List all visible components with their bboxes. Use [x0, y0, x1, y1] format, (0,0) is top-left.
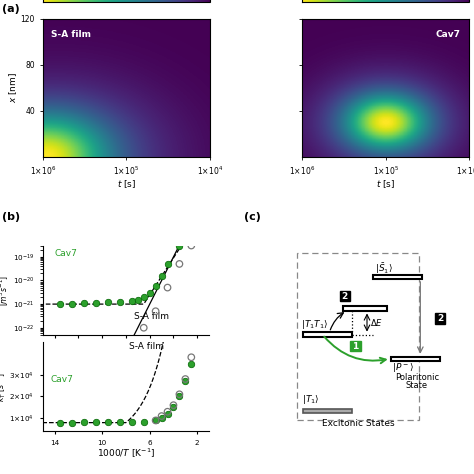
Bar [303, 409, 352, 413]
Text: Excitonic States: Excitonic States [322, 419, 394, 428]
Point [170, 401, 177, 409]
Point [176, 392, 183, 400]
Point [152, 417, 159, 424]
Text: (b): (b) [2, 212, 20, 222]
Point [81, 419, 88, 426]
Text: 2: 2 [342, 292, 348, 301]
Point [134, 296, 142, 304]
Point [146, 289, 154, 297]
Point [182, 375, 189, 383]
Point [158, 273, 165, 280]
Point [69, 419, 76, 427]
Text: S-A film: S-A film [51, 30, 91, 39]
Text: Cav7: Cav7 [51, 375, 74, 384]
Point [128, 298, 136, 305]
Point [188, 229, 195, 237]
Point [188, 242, 195, 249]
Point [69, 301, 76, 308]
Point [164, 410, 171, 418]
Text: $|T_1\rangle$: $|T_1\rangle$ [302, 393, 320, 406]
Text: S-A film: S-A film [134, 312, 169, 321]
Bar [373, 275, 422, 279]
Point [128, 418, 136, 426]
Point [176, 260, 183, 268]
Point [81, 300, 88, 307]
Bar [350, 341, 361, 351]
Point [188, 354, 195, 361]
X-axis label: $t$ [s]: $t$ [s] [376, 178, 395, 190]
Point [176, 391, 183, 398]
Text: State: State [406, 381, 428, 390]
Bar [340, 291, 349, 301]
Text: $|T_1T_1\rangle$: $|T_1T_1\rangle$ [301, 318, 328, 331]
Point [164, 408, 171, 416]
Point [140, 324, 147, 331]
Point [152, 417, 159, 424]
Point [116, 299, 124, 306]
Text: $\Delta E$: $\Delta E$ [370, 317, 383, 328]
Point [152, 282, 159, 290]
X-axis label: $t$ [s]: $t$ [s] [117, 178, 136, 190]
Point [57, 419, 64, 427]
Point [182, 377, 189, 385]
Text: Cav7: Cav7 [436, 30, 461, 39]
Point [176, 242, 183, 249]
Point [158, 412, 165, 420]
Text: 1: 1 [352, 342, 359, 351]
Point [170, 403, 177, 411]
Bar [391, 356, 439, 361]
Point [140, 418, 147, 425]
Text: S-A film: S-A film [129, 342, 164, 351]
Point [152, 308, 159, 315]
Y-axis label: $\gamma_{TTA}$
[$m^3s^{-1}$]: $\gamma_{TTA}$ [$m^3s^{-1}$] [0, 274, 11, 306]
Point [104, 418, 112, 426]
Point [164, 260, 171, 268]
Point [164, 284, 171, 292]
Text: $|\bar{S}_1\rangle$: $|\bar{S}_1\rangle$ [375, 261, 392, 276]
Text: Polaritonic: Polaritonic [395, 373, 439, 382]
Text: (a): (a) [2, 4, 20, 14]
Text: 2: 2 [437, 314, 443, 323]
Point [140, 293, 147, 301]
Text: $|P^-\rangle$: $|P^-\rangle$ [392, 361, 414, 374]
Point [92, 300, 100, 307]
Point [104, 299, 112, 306]
Bar [303, 332, 352, 337]
Point [57, 301, 64, 308]
Point [116, 418, 124, 426]
Point [158, 414, 165, 422]
Text: Cav7: Cav7 [55, 249, 77, 258]
X-axis label: 1000/$T$ [K$^{-1}$]: 1000/$T$ [K$^{-1}$] [97, 447, 155, 460]
Y-axis label: $x$ [nm]: $x$ [nm] [8, 72, 19, 103]
Bar [435, 313, 445, 324]
Point [92, 419, 100, 426]
Point [188, 360, 195, 368]
Text: (c): (c) [244, 212, 261, 222]
Y-axis label: $k_T$ [$s^{-1}$]: $k_T$ [$s^{-1}$] [0, 372, 8, 402]
Bar [343, 307, 387, 310]
